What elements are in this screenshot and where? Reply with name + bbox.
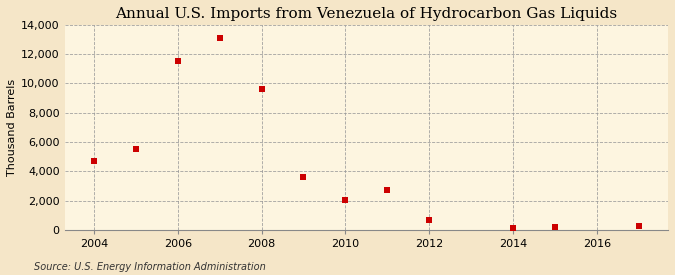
Point [424,218,435,222]
Point [549,225,560,229]
Point [340,197,351,202]
Point [298,175,309,179]
Point [88,159,99,163]
Point [508,226,518,230]
Y-axis label: Thousand Barrels: Thousand Barrels [7,79,17,176]
Point [256,87,267,92]
Point [633,224,644,228]
Point [130,147,141,152]
Point [214,36,225,40]
Title: Annual U.S. Imports from Venezuela of Hydrocarbon Gas Liquids: Annual U.S. Imports from Venezuela of Hy… [115,7,618,21]
Text: Source: U.S. Energy Information Administration: Source: U.S. Energy Information Administ… [34,262,265,272]
Point [382,188,393,192]
Point [172,59,183,64]
